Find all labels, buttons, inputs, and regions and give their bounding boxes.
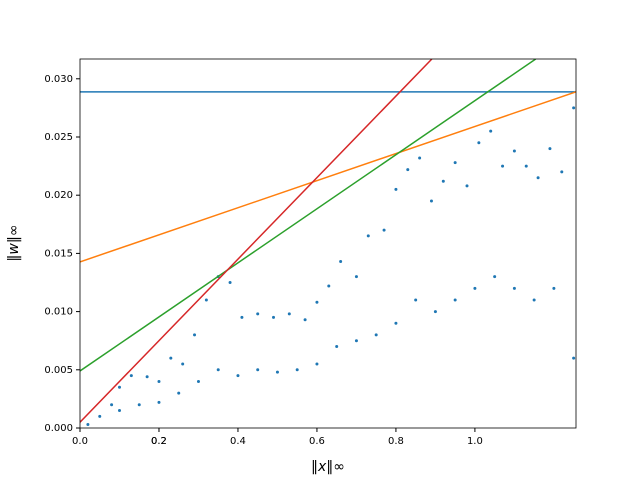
scatter-point: [169, 356, 173, 360]
scatter-point: [512, 286, 516, 290]
scatter-point: [295, 368, 299, 372]
scatter-point: [493, 275, 497, 279]
scatter-point: [196, 379, 200, 383]
scatter-point: [145, 375, 149, 379]
plot-frame: [79, 58, 577, 429]
scatter-point: [303, 318, 307, 322]
x-tick-label: 0.2: [151, 436, 167, 447]
scatter-point: [240, 315, 244, 319]
scatter-point: [157, 400, 161, 404]
scatter-point: [441, 179, 445, 183]
scatter-point: [204, 298, 208, 302]
x-tick-label: 0.6: [309, 436, 325, 447]
y-tick-label: 0.030: [44, 74, 73, 85]
y-tick-label: 0.020: [44, 190, 73, 201]
scatter-point: [465, 184, 469, 188]
scatter-point: [548, 147, 552, 151]
scatter-point: [339, 260, 343, 264]
scatter-point: [354, 339, 358, 343]
scatter-point: [489, 129, 493, 133]
scatter-point: [414, 298, 418, 302]
scatter-point: [512, 149, 516, 153]
scatter-point: [560, 170, 564, 174]
scatter-point: [429, 199, 433, 203]
scatter-point: [406, 168, 410, 172]
scatter-point: [256, 312, 260, 316]
scatter-point: [453, 298, 457, 302]
scatter-point: [572, 356, 576, 360]
line: [80, 59, 537, 372]
scatter-point: [287, 312, 291, 316]
scatter-point: [552, 286, 556, 290]
scatter-point: [216, 368, 220, 372]
y-tick-label: 0.015: [44, 248, 73, 259]
scatter-point: [394, 321, 398, 325]
scatter-point: [228, 280, 232, 284]
scatter-point: [315, 362, 319, 366]
x-tick-label: 0.8: [388, 436, 404, 447]
scatter-point: [181, 362, 185, 366]
scatter-point: [275, 370, 279, 374]
scatter-point: [129, 374, 133, 378]
y-tick-label: 0.000: [44, 423, 73, 434]
scatter-point: [501, 164, 505, 168]
scatter-point: [256, 368, 260, 372]
scatter-point: [315, 300, 319, 304]
scatter-point: [433, 310, 437, 314]
scatter-point: [382, 228, 386, 232]
scatter-point: [137, 403, 141, 407]
scatter-point: [536, 176, 540, 180]
x-tick-label: 0.0: [72, 436, 88, 447]
y-tick-label: 0.010: [44, 307, 73, 318]
x-tick-label: 0.2: [151, 436, 167, 447]
scatter-point: [110, 403, 114, 407]
scatter-point: [374, 333, 378, 337]
scatter-point: [86, 423, 90, 427]
scatter-point: [394, 187, 398, 191]
scatter-point: [327, 284, 331, 288]
scatter-point: [532, 298, 536, 302]
y-tick-label: 0.005: [44, 365, 73, 376]
scatter-point: [236, 374, 240, 378]
scatter-point: [453, 161, 457, 165]
scatter-point: [177, 391, 181, 395]
scatter-point: [335, 345, 339, 349]
scatter-point: [572, 106, 576, 110]
y-axis-label: ‖w‖∞: [6, 224, 22, 261]
scatter-point: [117, 385, 121, 389]
scatter-point: [354, 275, 358, 279]
scatter-point: [193, 333, 197, 337]
line: [80, 59, 433, 423]
scatter-point: [98, 414, 102, 418]
scatter-point: [477, 141, 481, 145]
scatter-point: [157, 379, 161, 383]
y-tick-label: 0.025: [44, 132, 73, 143]
scatter-point: [117, 409, 121, 413]
line: [80, 91, 576, 263]
scatter-point: [473, 286, 477, 290]
scatter-point: [366, 234, 370, 238]
scatter-point: [272, 315, 276, 319]
x-tick-label: 1.0: [467, 436, 483, 447]
scatter-point: [418, 156, 422, 160]
x-axis-label: ‖x‖∞: [311, 459, 345, 475]
x-tick-label: 0.4: [230, 436, 246, 447]
scatter-point: [524, 164, 528, 168]
